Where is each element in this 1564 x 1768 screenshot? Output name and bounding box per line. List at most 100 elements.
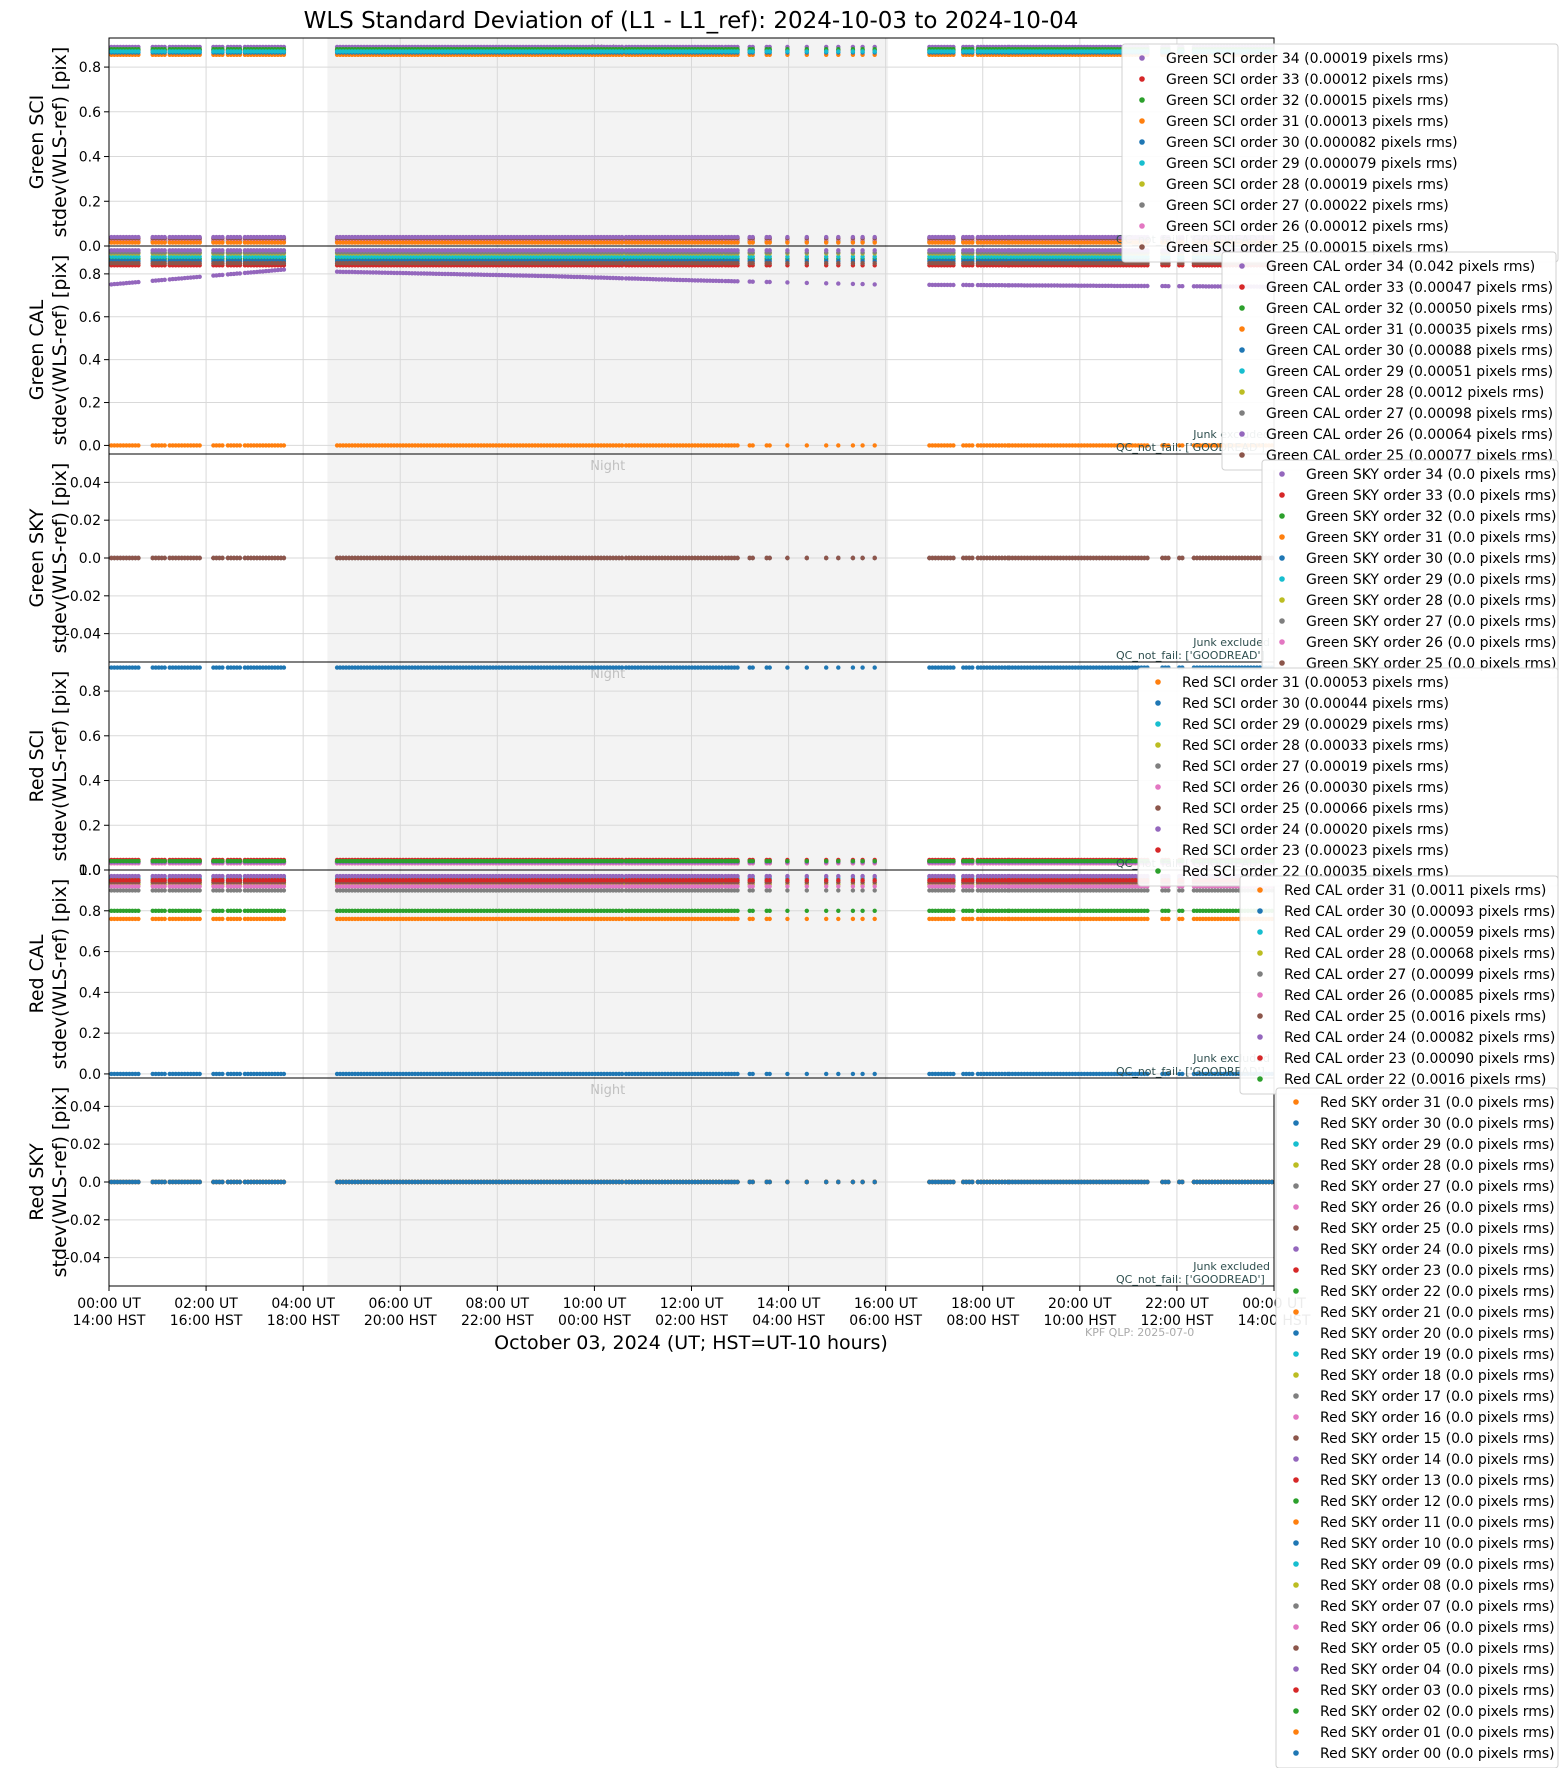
data-point (824, 281, 829, 286)
data-point (951, 240, 956, 245)
data-point (197, 240, 202, 245)
y-tick-label: 0.4 (79, 150, 101, 166)
data-point (872, 49, 877, 54)
data-point (767, 443, 772, 448)
data-point (735, 234, 740, 240)
data-point (197, 234, 202, 240)
night-band (327, 38, 889, 246)
data-point (619, 49, 625, 54)
data-point (767, 279, 772, 285)
data-point (850, 281, 856, 287)
data-point (850, 240, 856, 245)
data-point (162, 277, 167, 282)
data-point (860, 240, 865, 245)
series-extra-1 (109, 240, 1275, 245)
series-3 (109, 443, 1275, 448)
data-point (785, 240, 790, 245)
data-point (767, 240, 772, 245)
data-point (970, 282, 975, 288)
data-point (1145, 283, 1150, 289)
data-point (162, 234, 167, 240)
data-point (220, 272, 225, 278)
data-point (836, 234, 841, 240)
data-point (136, 279, 141, 285)
data-point (162, 240, 167, 245)
data-point (237, 49, 243, 54)
data-point (237, 240, 243, 245)
data-point (162, 443, 167, 448)
series-5 (109, 49, 1275, 54)
data-point (970, 443, 975, 448)
data-point (735, 49, 740, 54)
data-point (735, 443, 740, 448)
data-point (136, 443, 141, 448)
data-point (850, 234, 856, 240)
data-point (750, 234, 755, 240)
data-point (824, 234, 829, 240)
data-point (785, 280, 790, 285)
data-point (951, 49, 956, 54)
data-point (951, 443, 956, 448)
data-point (785, 234, 790, 240)
y-axis-label: Green SCI (26, 95, 48, 190)
data-point (281, 443, 287, 448)
data-point (197, 443, 202, 448)
data-point (1180, 284, 1185, 289)
data-point (220, 234, 225, 240)
data-point (619, 443, 625, 448)
data-point (220, 240, 225, 245)
data-point (836, 240, 841, 245)
data-point (619, 276, 625, 281)
data-point (824, 240, 829, 245)
data-point (804, 49, 809, 54)
chart-title: WLS Standard Deviation of (L1 - L1_ref):… (304, 8, 1079, 34)
data-point (735, 240, 740, 245)
data-point (220, 443, 225, 448)
data-point (750, 279, 755, 284)
data-point (136, 240, 141, 245)
data-point (281, 234, 287, 240)
y-tick-label: 0.8 (79, 60, 101, 76)
data-point (237, 443, 243, 448)
data-point (767, 234, 772, 240)
data-point (281, 49, 287, 54)
y-tick-label: 0.0 (79, 239, 101, 255)
data-point (619, 234, 625, 240)
data-point (970, 240, 975, 245)
data-point (804, 240, 809, 245)
data-point (197, 49, 202, 54)
data-point (136, 49, 141, 54)
data-point (804, 443, 809, 448)
data-point (750, 49, 755, 54)
data-point (970, 234, 975, 240)
data-point (750, 443, 755, 448)
data-point (836, 49, 841, 54)
data-point (197, 274, 202, 279)
data-point (824, 49, 829, 54)
data-point (619, 240, 625, 245)
data-point (836, 443, 841, 448)
data-point (735, 279, 740, 284)
data-point (237, 271, 243, 276)
series-extra-0 (109, 234, 1275, 240)
data-point (951, 282, 956, 288)
data-point (281, 267, 287, 272)
data-point (136, 234, 141, 240)
data-point (872, 282, 877, 287)
data-point (860, 281, 865, 287)
data-point (824, 443, 829, 448)
data-point (850, 443, 856, 448)
data-point (951, 234, 956, 240)
data-point (785, 49, 790, 54)
data-point (804, 234, 809, 240)
data-point (1166, 284, 1171, 289)
data-point (281, 240, 287, 245)
data-point (860, 443, 865, 448)
data-point (836, 281, 841, 286)
data-point (872, 240, 877, 245)
data-point (804, 280, 809, 286)
